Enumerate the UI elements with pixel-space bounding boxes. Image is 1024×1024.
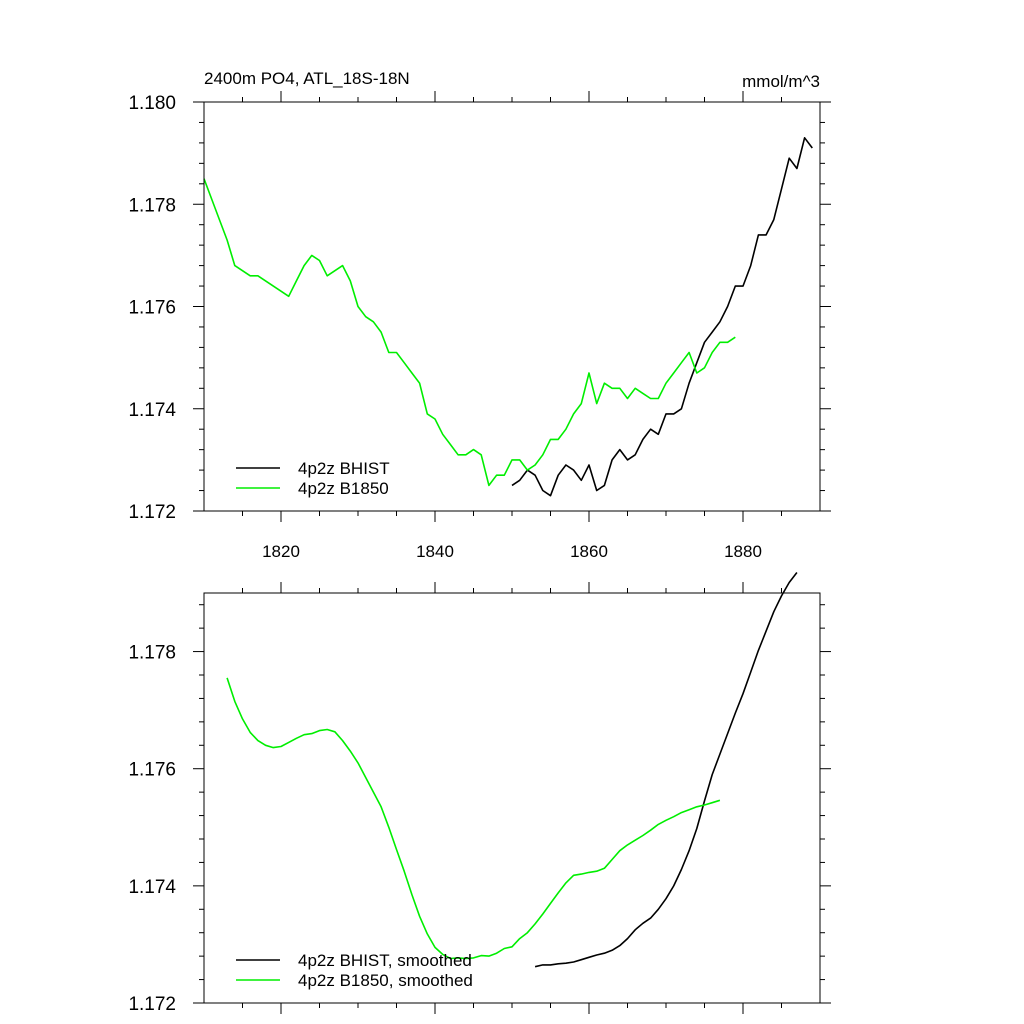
top-panel-ticks: 1820 1840 1860 1880 1.172 1.174 1.176 1.178 1.18…	[128, 91, 831, 561]
top-x-tick-label: 1840	[416, 542, 454, 561]
top-x-tick-label: 1860	[570, 542, 608, 561]
bottom-series-line-0	[534, 572, 798, 968]
bottom-series-line-1	[226, 677, 721, 960]
top-legend-label-1: 4p2z B1850	[298, 479, 389, 498]
bottom-y-tick-label: 1.174	[128, 877, 176, 898]
top-x-tick-label: 1820	[262, 542, 300, 561]
top-x-tick-label: 1880	[724, 542, 762, 561]
bottom-legend-label-0: 4p2z BHIST, smoothed	[298, 951, 472, 970]
top-panel: 2400m PO4, ATL_18S-18N mmol/m^3 1820 1840…	[128, 69, 831, 561]
bottom-legend-label-1: 4p2z B1850, smoothed	[298, 971, 473, 990]
top-y-tick-label: 1.172	[128, 502, 176, 523]
top-series-line-1	[203, 178, 736, 487]
top-legend-label-0: 4p2z BHIST	[298, 459, 390, 478]
top-panel-title: 2400m PO4, ATL_18S-18N	[204, 69, 410, 88]
bottom-panel-plot-area	[226, 572, 798, 968]
top-y-tick-label: 1.178	[128, 195, 176, 216]
bottom-y-tick-label: 1.176	[128, 760, 176, 781]
top-series-line-0	[511, 137, 813, 497]
bottom-panel: 1.172 1.174 1.176 1.178 4p2z BHIST, smoothe…	[128, 572, 831, 1015]
top-y-tick-label: 1.180	[128, 93, 176, 114]
top-y-tick-label: 1.176	[128, 298, 176, 319]
bottom-y-tick-label: 1.172	[128, 994, 176, 1015]
top-panel-units: mmol/m^3	[742, 72, 820, 91]
top-y-tick-label: 1.174	[128, 400, 176, 421]
bottom-panel-ticks: 1.172 1.174 1.176 1.178	[128, 582, 831, 1015]
bottom-y-tick-label: 1.178	[128, 643, 176, 664]
top-panel-plot-area	[203, 137, 813, 497]
